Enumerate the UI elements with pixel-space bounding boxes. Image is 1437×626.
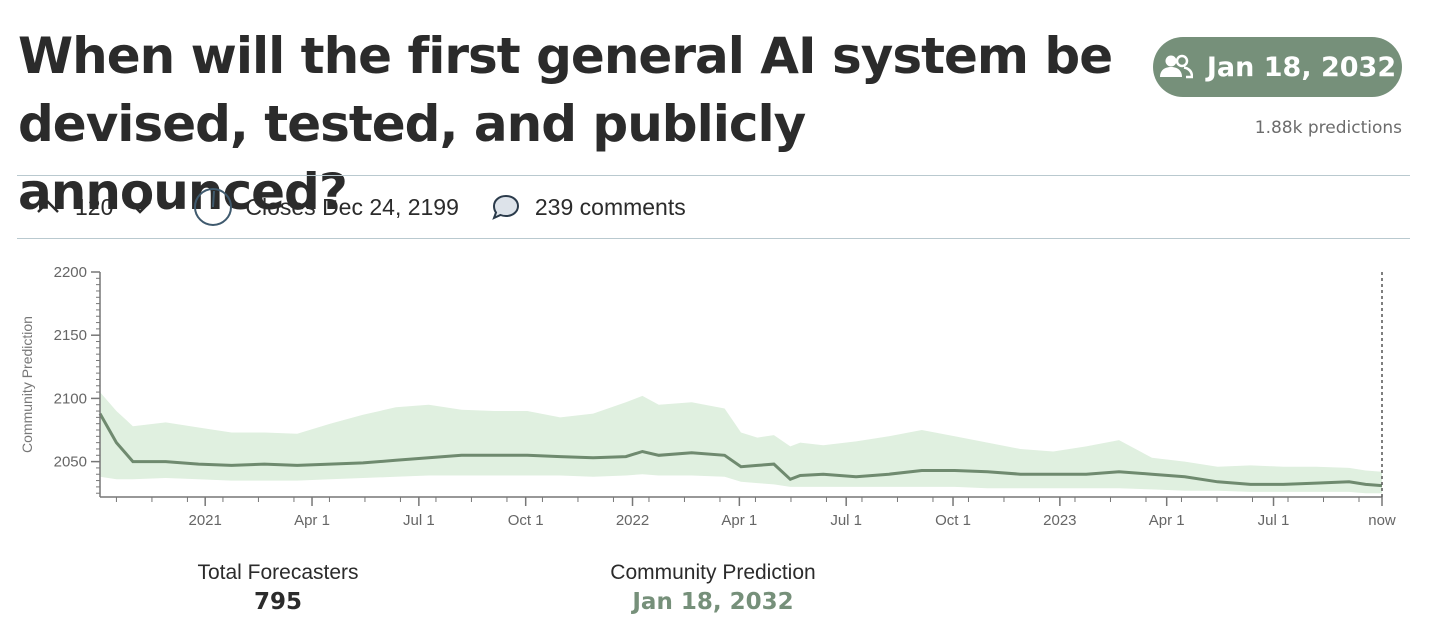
close-date: Closes Dec 24, 2199 (193, 187, 459, 227)
comments-link[interactable]: 239 comments (491, 193, 686, 221)
clock-icon (194, 188, 233, 226)
minor-ticks (96, 271, 1360, 502)
x-tick-label: Apr 1 (1149, 512, 1185, 529)
x-tick-label: Oct 1 (935, 512, 971, 529)
badge-value: Jan 18, 2032 (1206, 51, 1397, 83)
y-axis-label: Community Prediction (19, 316, 35, 453)
x-tick-label: 2022 (616, 512, 649, 529)
community-prediction-value: Jan 18, 2032 (632, 589, 794, 615)
median-line (98, 412, 1383, 488)
community-prediction-badge[interactable]: Jan 18, 2032 (1153, 37, 1402, 97)
x-tick-label: 2021 (189, 512, 222, 529)
x-tick-label: Jul 1 (1258, 512, 1290, 529)
total-forecasters-stat: Total Forecasters 795 (178, 561, 378, 615)
downvote-chevron-down-icon[interactable] (127, 197, 153, 217)
y-tick-label: 2050 (54, 454, 87, 471)
question-meta-bar: 120 Closes Dec 24, 2199 239 comments (17, 175, 1410, 239)
total-forecasters-label: Total Forecasters (197, 561, 359, 584)
community-prediction-label: Community Prediction (610, 561, 816, 584)
community-prediction-stat: Community Prediction Jan 18, 2032 (590, 561, 836, 615)
x-tick-label: Apr 1 (721, 512, 757, 529)
community-prediction-chart: 2050 2100 2150 2200 2021 Apr 1 Jul 1 Oct 1 2022… (0, 250, 1437, 540)
y-tick-label: 2100 (54, 390, 87, 407)
y-ticks: 2050 2100 2150 2200 (54, 264, 100, 471)
question-title: When will the first general AI system be… (18, 27, 1113, 221)
x-tick-label: Oct 1 (508, 512, 544, 529)
vote-control: 120 (35, 194, 153, 221)
vote-score: 120 (75, 193, 114, 220)
users-icon (1159, 54, 1193, 79)
close-date-text: Closes Dec 24, 2199 (245, 193, 459, 220)
x-tick-label: now (1368, 512, 1396, 529)
x-tick-label: Jul 1 (830, 512, 862, 529)
x-tick-label: Apr 1 (294, 512, 330, 529)
chart-svg: 2050 2100 2150 2200 2021 Apr 1 Jul 1 Oct 1 2022… (19, 264, 1396, 529)
x-ticks: 2021 Apr 1 Jul 1 Oct 1 2022 Apr 1 Jul 1 Oct 1 20… (189, 497, 1396, 529)
predictions-count: 1.88k predictions (1254, 118, 1402, 138)
x-tick-label: 2023 (1043, 512, 1076, 529)
y-tick-label: 2150 (54, 327, 87, 344)
confidence-band (100, 392, 1382, 494)
x-tick-label: Jul 1 (403, 512, 435, 529)
comment-bubble-icon (492, 194, 519, 220)
comments-count: 239 comments (534, 193, 686, 220)
total-forecasters-value: 795 (253, 589, 302, 615)
y-tick-label: 2200 (54, 264, 87, 281)
upvote-chevron-up-icon[interactable] (35, 197, 61, 217)
